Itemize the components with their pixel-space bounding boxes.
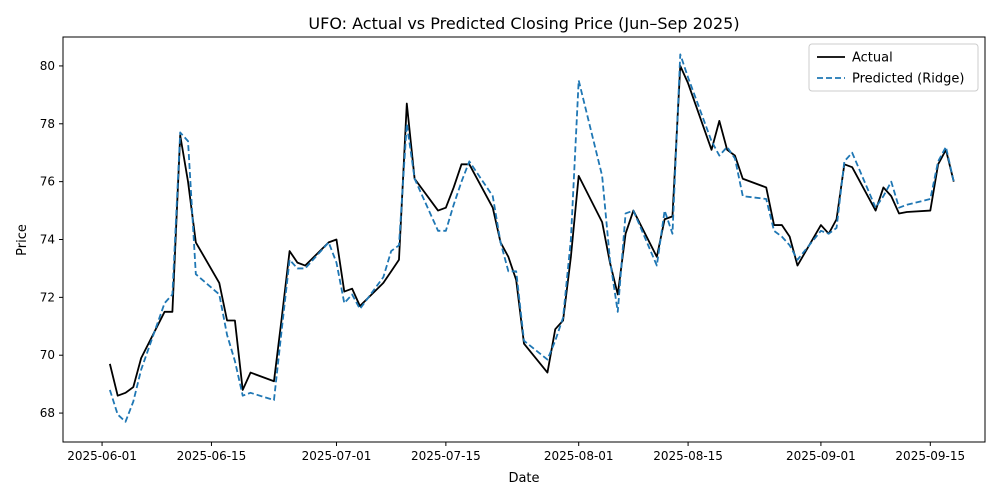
x-axis-ticks: 2025-06-01 2025-06-15 2025-07-01 2025-07-15… [67,442,965,463]
x-axis-label: Date [508,471,539,486]
y-tick-label: 78 [40,117,55,131]
legend: Actual Predicted (Ridge) [808,43,979,92]
y-tick-label: 68 [40,406,55,420]
y-tick-label: 76 [40,175,55,189]
x-tick-label: 2025-08-15 [653,449,723,463]
axes-frame [62,36,986,443]
series-line-actual [109,65,955,397]
x-tick-label: 2025-08-01 [544,449,614,463]
y-tick-label: 74 [40,233,55,247]
x-tick-label: 2025-07-01 [302,449,372,463]
chart-title: UFO: Actual vs Predicted Closing Price (… [308,14,739,33]
axes-layer [62,36,986,443]
legend-box [808,43,979,92]
legend-label-actual: Actual [852,51,893,66]
x-tick-label: 2025-06-15 [177,449,247,463]
y-axis-label: Price [15,224,30,256]
x-tick-label: 2025-06-01 [67,449,137,463]
y-axis-ticks: 68 70 72 74 76 78 80 [40,59,63,420]
y-tick-label: 72 [40,290,55,304]
x-tick-label: 2025-07-15 [411,449,481,463]
legend-label-predicted: Predicted (Ridge) [852,72,964,87]
y-tick-label: 80 [40,59,55,73]
series-line-predicted [109,53,955,423]
y-tick-label: 70 [40,348,55,362]
plot-layer [109,53,955,423]
x-tick-label: 2025-09-15 [895,449,965,463]
x-tick-label: 2025-09-01 [786,449,856,463]
